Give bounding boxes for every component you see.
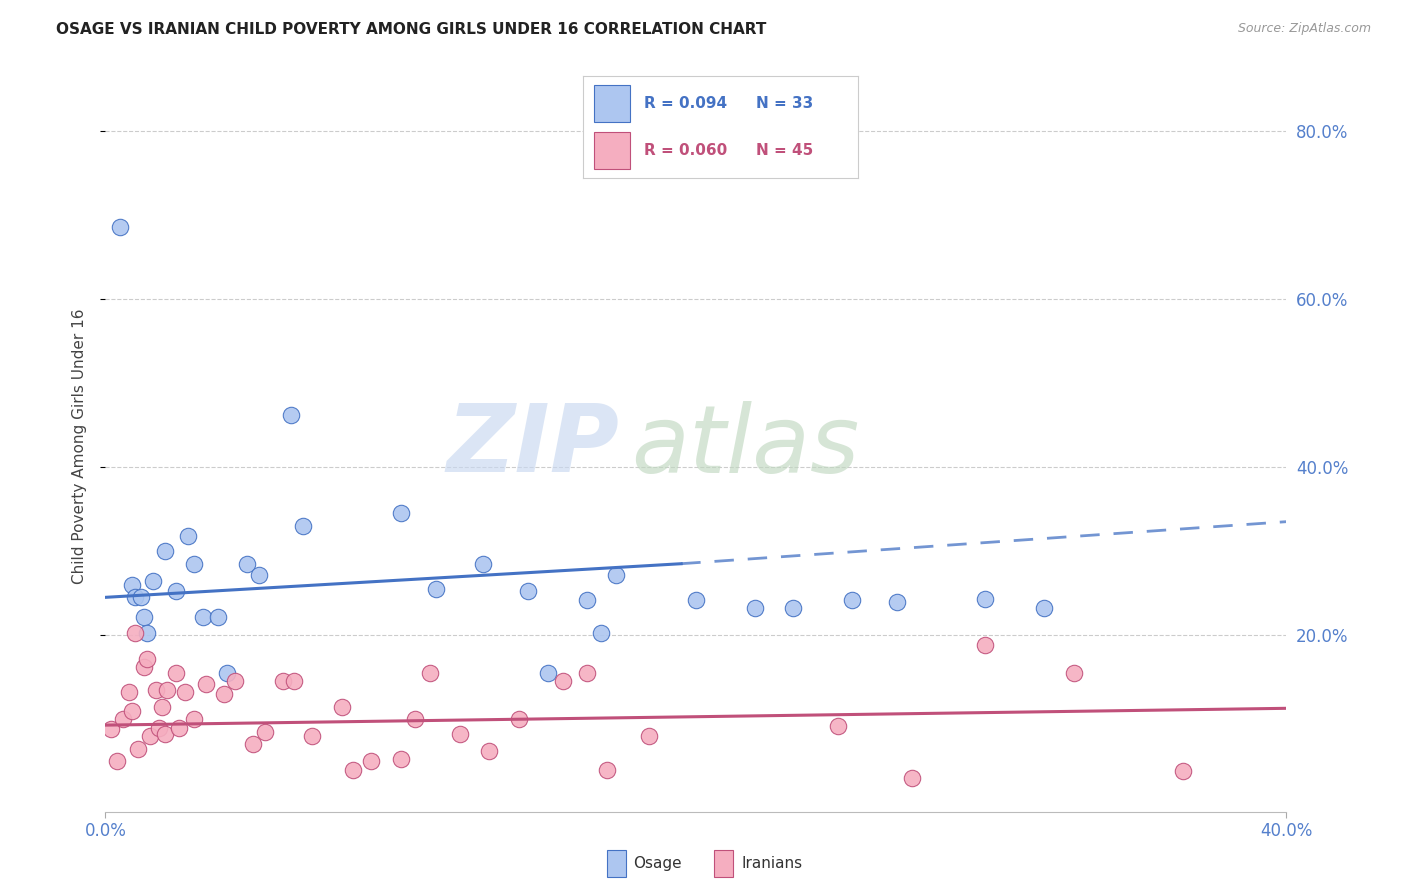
Point — [425, 582, 447, 596]
Point — [330, 699, 353, 714]
Point — [174, 685, 197, 699]
Point — [886, 594, 908, 608]
Point — [124, 591, 146, 605]
Point — [405, 712, 427, 726]
Point — [596, 763, 619, 777]
Point — [132, 609, 155, 624]
Point — [121, 704, 143, 718]
Point — [478, 744, 501, 758]
Point — [900, 771, 922, 785]
Point — [127, 741, 149, 756]
Point — [212, 687, 235, 701]
Point — [215, 665, 238, 680]
Point — [419, 665, 441, 680]
Point — [100, 723, 122, 737]
Point — [685, 592, 707, 607]
Text: R = 0.060: R = 0.060 — [644, 144, 727, 158]
Point — [121, 578, 143, 592]
Point — [183, 557, 205, 571]
Point — [280, 408, 302, 422]
Point — [169, 721, 191, 735]
Bar — [595, 85, 630, 122]
Point — [124, 626, 146, 640]
Point — [142, 574, 165, 588]
Point — [191, 609, 214, 624]
Bar — [607, 850, 627, 877]
Point — [183, 712, 205, 726]
Point — [153, 544, 176, 558]
Text: OSAGE VS IRANIAN CHILD POVERTY AMONG GIRLS UNDER 16 CORRELATION CHART: OSAGE VS IRANIAN CHILD POVERTY AMONG GIR… — [56, 22, 766, 37]
Point — [177, 529, 200, 543]
Text: R = 0.094: R = 0.094 — [644, 96, 727, 111]
Point — [537, 665, 560, 680]
Point — [247, 567, 270, 582]
Point — [744, 601, 766, 615]
Point — [575, 592, 598, 607]
Point — [135, 651, 157, 665]
Point — [242, 738, 264, 752]
Point — [1171, 764, 1194, 779]
Point — [207, 609, 229, 624]
Point — [360, 754, 382, 768]
Point — [110, 220, 132, 235]
Point — [974, 592, 997, 607]
Point — [974, 638, 997, 652]
Text: ZIP: ZIP — [446, 400, 619, 492]
Point — [271, 674, 294, 689]
Point — [105, 754, 128, 768]
Point — [150, 699, 173, 714]
Point — [153, 726, 176, 740]
Point — [292, 519, 315, 533]
Point — [637, 729, 659, 743]
Point — [138, 729, 162, 743]
Point — [236, 557, 259, 571]
Point — [1063, 665, 1085, 680]
Point — [132, 660, 155, 674]
Point — [342, 763, 364, 777]
Point — [156, 682, 179, 697]
Point — [301, 729, 323, 743]
Point — [145, 682, 167, 697]
Point — [165, 665, 187, 680]
Text: Iranians: Iranians — [742, 855, 803, 871]
Text: N = 33: N = 33 — [756, 96, 814, 111]
Text: N = 45: N = 45 — [756, 144, 814, 158]
Text: atlas: atlas — [631, 401, 859, 491]
Point — [591, 626, 613, 640]
Point — [129, 591, 152, 605]
Point — [508, 712, 530, 726]
Point — [253, 724, 276, 739]
Point — [575, 665, 598, 680]
Point — [841, 592, 863, 607]
Point — [389, 506, 412, 520]
Point — [118, 685, 141, 699]
Point — [605, 567, 627, 582]
Point — [194, 677, 217, 691]
Point — [389, 752, 412, 766]
Text: Source: ZipAtlas.com: Source: ZipAtlas.com — [1237, 22, 1371, 36]
Point — [1033, 601, 1056, 615]
Bar — [595, 132, 630, 169]
Text: Osage: Osage — [633, 855, 682, 871]
Point — [449, 726, 471, 740]
Point — [782, 601, 804, 615]
Point — [516, 584, 538, 599]
Y-axis label: Child Poverty Among Girls Under 16: Child Poverty Among Girls Under 16 — [72, 309, 87, 583]
Point — [112, 712, 135, 726]
Point — [224, 674, 246, 689]
Point — [827, 719, 849, 733]
Point — [472, 557, 495, 571]
Point — [283, 674, 305, 689]
Point — [551, 674, 574, 689]
Bar — [714, 850, 733, 877]
Point — [165, 584, 187, 599]
Point — [148, 721, 170, 735]
Point — [135, 626, 157, 640]
